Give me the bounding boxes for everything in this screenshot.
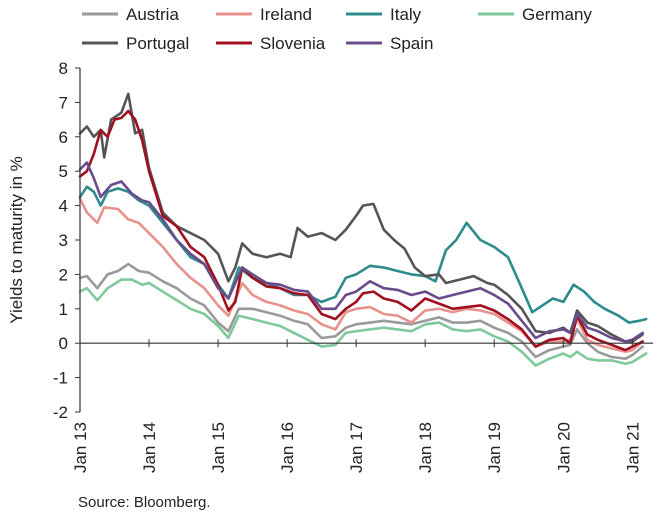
series-line-portugal <box>78 92 644 343</box>
legend-label-germany: Germany <box>522 5 592 24</box>
series-line-italy <box>78 185 648 324</box>
y-tick-label: 6 <box>59 128 68 147</box>
legend-label-italy: Italy <box>390 5 422 24</box>
chart-legend: Austria Ireland Italy Germany Portugal Sloven… <box>82 5 592 53</box>
x-tick-label: Jan 18 <box>416 422 435 473</box>
x-tick-label: Jan 14 <box>140 422 159 473</box>
x-tick-label: Jan 17 <box>347 422 366 473</box>
x-tick-label: Jan 13 <box>71 422 90 473</box>
x-tick-label: Jan 21 <box>623 422 642 473</box>
series-line-slovenia <box>78 109 644 352</box>
legend-label-spain: Spain <box>390 34 433 53</box>
x-tick-label: Jan 16 <box>278 422 297 473</box>
y-tick-label: -1 <box>53 369 68 388</box>
series-line-austria <box>78 262 644 360</box>
y-tick-label: 0 <box>59 334 68 353</box>
x-tick-label: Jan 19 <box>485 422 504 473</box>
y-tick-label: 5 <box>59 162 68 181</box>
legend-label-portugal: Portugal <box>126 34 189 53</box>
legend-label-austria: Austria <box>126 5 179 24</box>
legend-label-slovenia: Slovenia <box>260 34 326 53</box>
y-tick-label: 7 <box>59 93 68 112</box>
y-tick-label: 2 <box>59 265 68 284</box>
series-line-spain <box>78 161 644 343</box>
series-line-germany <box>78 278 648 367</box>
x-tick-label: Jan 15 <box>209 422 228 473</box>
y-axis-label: Yields to maturity in % <box>7 156 26 324</box>
y-tick-label: 3 <box>59 231 68 250</box>
x-tick-label: Jan 20 <box>554 422 573 473</box>
legend-label-ireland: Ireland <box>260 5 312 24</box>
source-note: Source: Bloomberg. <box>78 494 211 511</box>
series-layer <box>78 92 648 367</box>
y-tick-label: -2 <box>53 403 68 422</box>
y-tick-label: 1 <box>59 300 68 319</box>
y-tick-label: 8 <box>59 59 68 78</box>
y-tick-label: 4 <box>59 197 68 216</box>
